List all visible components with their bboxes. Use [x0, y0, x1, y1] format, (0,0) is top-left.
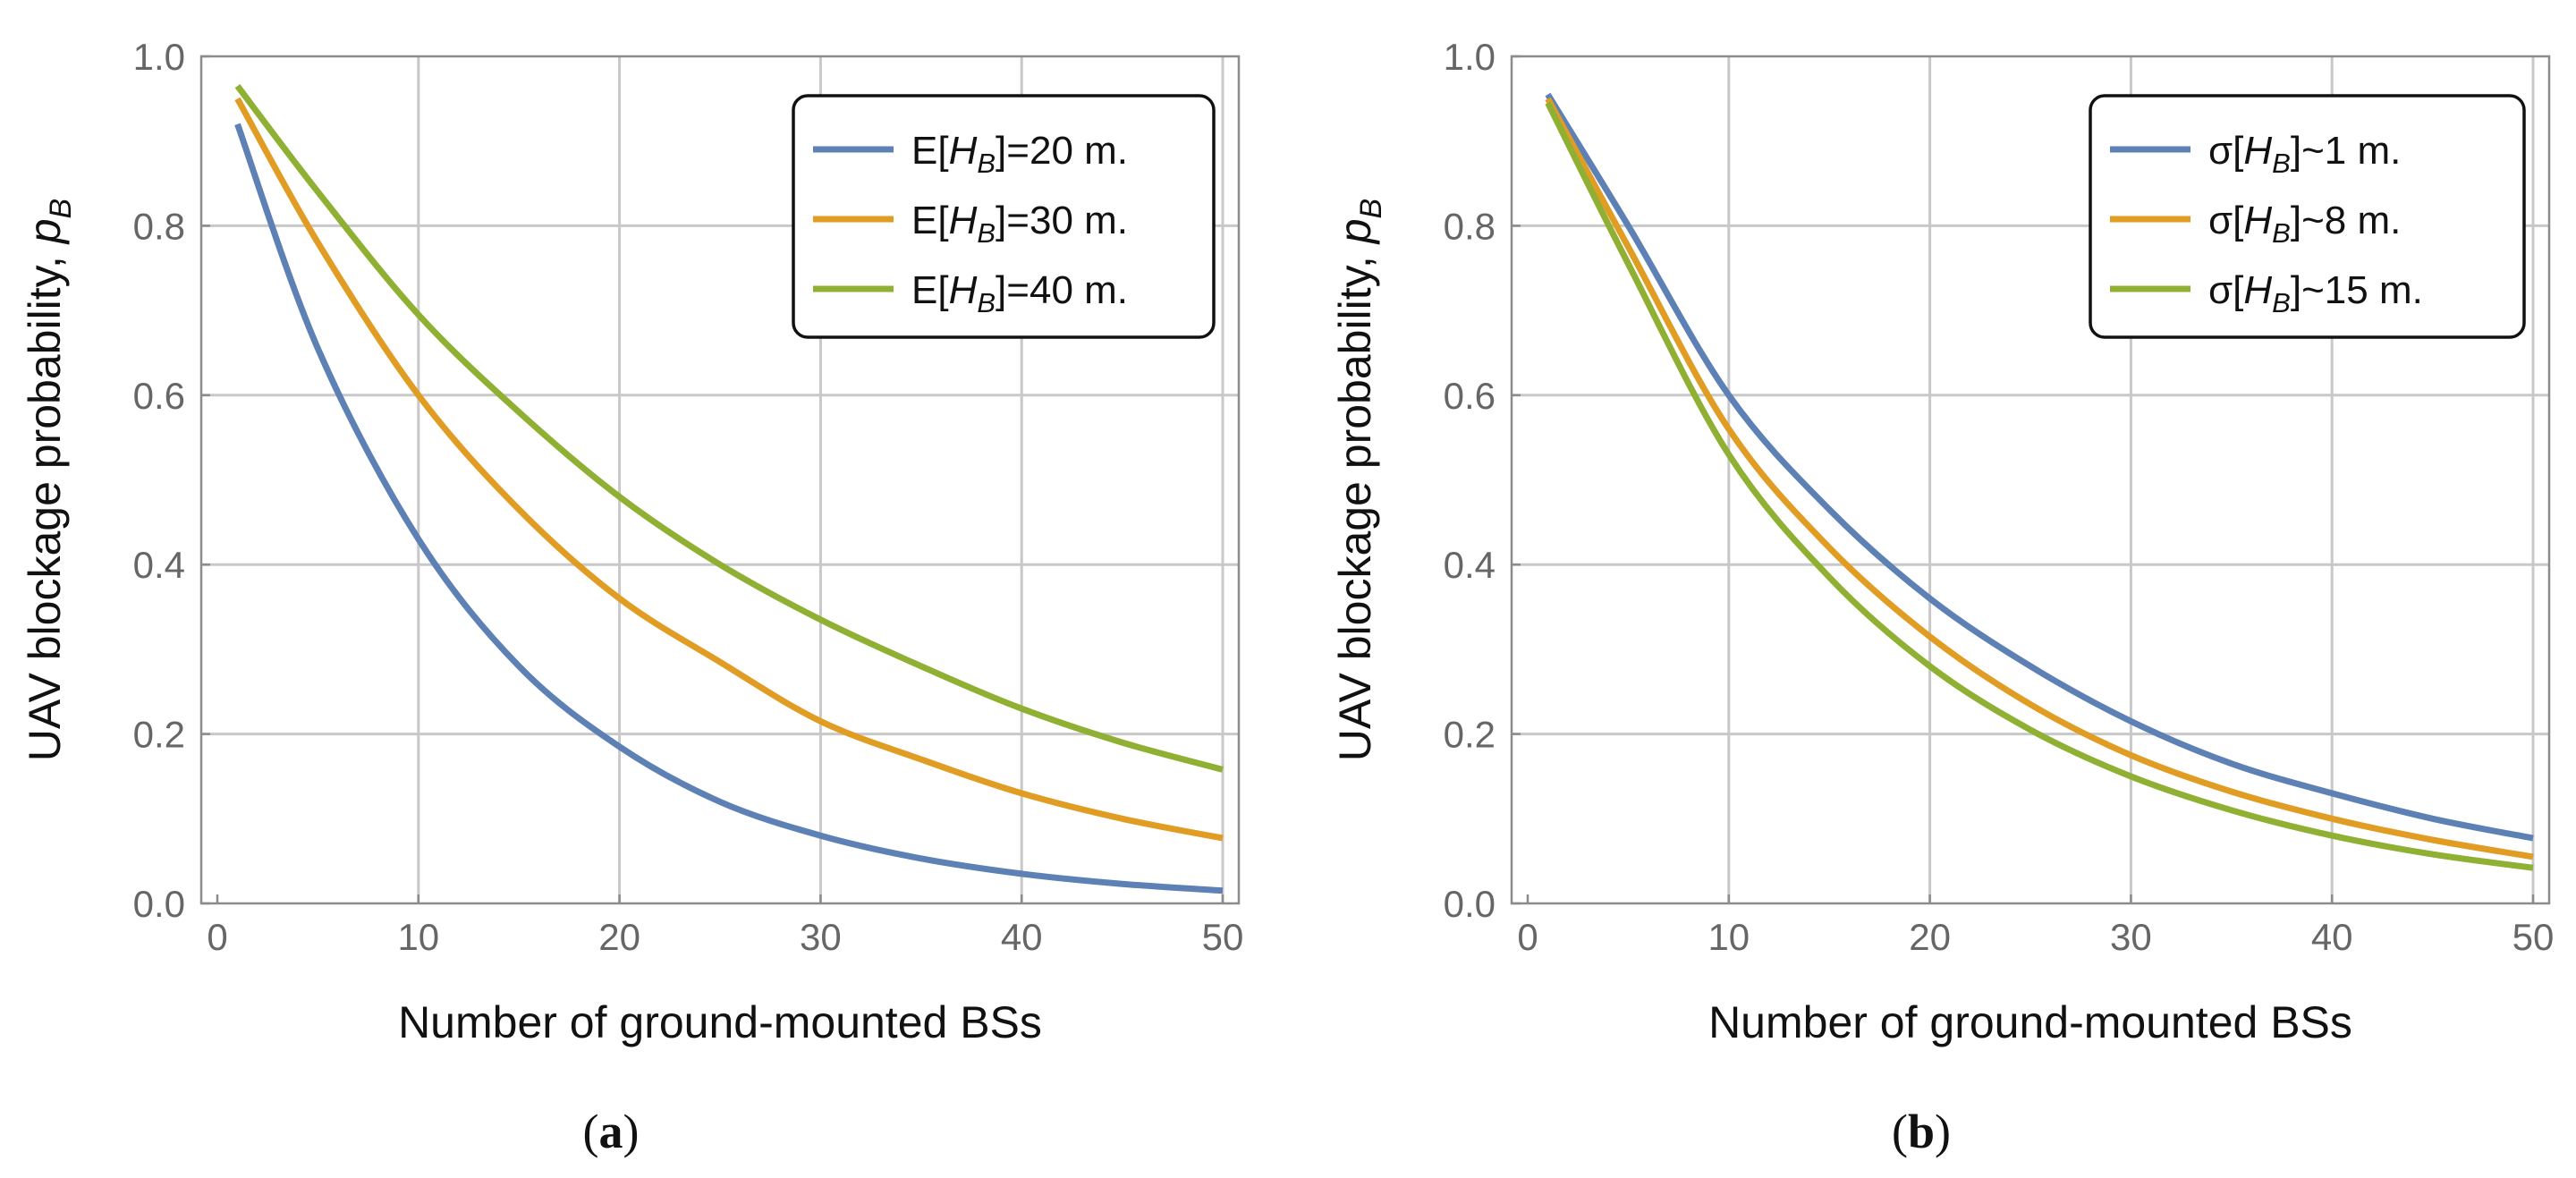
- legend-box: [2089, 94, 2526, 339]
- x-axis-title: Number of ground-mounted BSs: [1708, 997, 2352, 1047]
- y-tick-label: 0.0: [133, 883, 185, 925]
- chart-panel-b: 0 10 20 30 40 500.00.20.40.60.81.0σ[HB]~1 m.σ…: [1330, 36, 2554, 1158]
- series-line-3: [1545, 101, 2534, 871]
- legend-label: σ[HB]~15 m.: [2208, 268, 2423, 318]
- x-axis-title: Number of ground-mounted BSs: [398, 997, 1042, 1047]
- x-tick-label: 30: [2110, 916, 2152, 958]
- x-tick-label: 0: [207, 916, 227, 958]
- panel-caption: (b): [1892, 1105, 1951, 1158]
- y-tick-label: 0.4: [1444, 544, 1496, 586]
- y-tick-label: 0.8: [1444, 205, 1496, 247]
- y-tick-label: 0.0: [1444, 883, 1496, 925]
- x-tick-label: 20: [1909, 916, 1951, 958]
- x-tick-label: 10: [1707, 916, 1750, 958]
- chart-panel-a: 0 10 20 30 40 50 0.0 0.2 0.4 0.6 0.8 1.0 E[HB]=20 m.…: [20, 36, 1243, 1158]
- x-tick-label: 40: [2311, 916, 2353, 958]
- series-line-2: [234, 97, 1224, 842]
- plot-frame: [1510, 55, 2551, 905]
- x-tick-label: 50: [1202, 916, 1244, 958]
- y-tick-label: 0.6: [133, 375, 185, 417]
- y-tick-label: 0.8: [133, 205, 185, 247]
- y-tick-label: 0.4: [133, 544, 185, 586]
- legend-label: σ[HB]~1 m.: [2208, 129, 2401, 179]
- series-line-3: [234, 83, 1224, 773]
- y-axis-title: UAV blockage probability, pB: [1330, 199, 1388, 762]
- y-tick-label: 0.6: [1444, 375, 1496, 417]
- panel-caption: (a): [583, 1105, 640, 1158]
- x-tick-label: 40: [1001, 916, 1043, 958]
- x-tick-label: 0: [1517, 916, 1538, 958]
- x-tick-label: 30: [800, 916, 842, 958]
- x-tick-label: 10: [397, 916, 439, 958]
- y-axis-title: UAV blockage probability, pB: [20, 199, 78, 762]
- y-tick-label: 0.2: [133, 714, 185, 756]
- y-tick-label: 1.0: [133, 36, 185, 78]
- x-tick-label: 50: [2512, 916, 2555, 958]
- legend-box: [792, 94, 1216, 339]
- legend: E[HB]=20 m. E[HB]=30 m. E[HB]=40 m.: [792, 94, 1216, 339]
- legend-label: E[HB]=40 m.: [911, 268, 1128, 318]
- y-tick-label: 0.2: [1444, 714, 1496, 756]
- y-tick-label: 1.0: [1444, 36, 1496, 78]
- legend: σ[HB]~1 m. σ[HB]~8 m. σ[HB]~15 m.: [2089, 94, 2526, 339]
- series-line-1: [234, 123, 1224, 894]
- series-line-2: [1545, 97, 2534, 860]
- series-line-1: [1545, 92, 2534, 842]
- legend-label: E[HB]=20 m.: [911, 129, 1128, 179]
- plot-frame: [199, 55, 1241, 905]
- legend-label: σ[HB]~8 m.: [2208, 199, 2401, 249]
- legend-label: E[HB]=30 m.: [911, 199, 1128, 249]
- x-tick-label: 20: [598, 916, 640, 958]
